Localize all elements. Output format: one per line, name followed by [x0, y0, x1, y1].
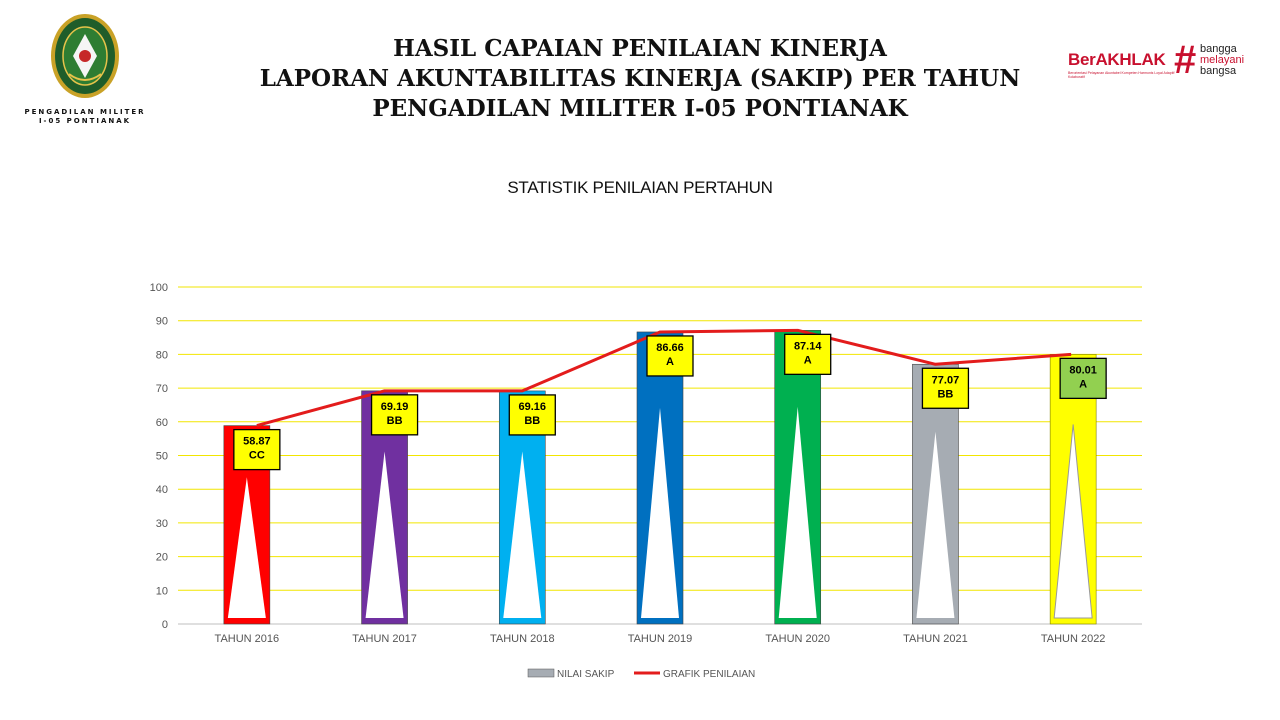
- data-label-grade: A: [804, 354, 812, 366]
- y-tick-label: 90: [156, 316, 168, 328]
- x-tick-label: TAHUN 2016: [215, 633, 280, 645]
- hash-icon: #: [1174, 38, 1197, 82]
- data-label-value: 86.66: [656, 342, 684, 354]
- data-label-box: [233, 428, 281, 471]
- y-tick-label: 60: [156, 417, 168, 429]
- y-tick-label: 0: [162, 619, 168, 631]
- data-label-value: 69.16: [519, 401, 547, 413]
- bar-pyramid-decoration: [916, 431, 955, 618]
- data-label-box: [921, 367, 970, 409]
- brand-tagline: Berorientasi Pelayanan Akuntabel Kompete…: [1068, 71, 1175, 79]
- y-tick-label: 50: [156, 451, 168, 463]
- data-label-value: 69.19: [381, 401, 409, 413]
- data-label-grade: BB: [937, 388, 953, 400]
- data-label-grade: BB: [387, 415, 403, 427]
- bar-pyramid-decoration: [1053, 424, 1093, 619]
- brand-name: BerAKHLAK: [1068, 50, 1166, 69]
- bar-pyramid-decoration: [778, 406, 817, 618]
- data-label-value: 77.07: [932, 374, 960, 386]
- line-series-grafik-penilaian: [256, 328, 1072, 428]
- brand-word-2: melayani: [1200, 54, 1245, 66]
- org-caption-line1: PENGADILAN MILITER: [24, 108, 146, 116]
- y-tick-label: 40: [156, 484, 168, 496]
- data-label-box: [1059, 357, 1107, 400]
- y-tick-label: 70: [156, 383, 168, 395]
- brand-word-1: bangga: [1200, 43, 1237, 55]
- berakhlak-logo: BerAKHLAK Berorientasi Pelayanan Akuntab…: [1068, 38, 1268, 88]
- data-label-value: 87.14: [794, 340, 822, 352]
- y-tick-label: 10: [156, 585, 168, 597]
- y-tick-label: 100: [150, 282, 168, 294]
- data-label-value: 58.87: [243, 436, 271, 448]
- data-label-grade: BB: [524, 415, 540, 427]
- x-tick-label: TAHUN 2018: [490, 633, 555, 645]
- data-label-box: [370, 394, 419, 436]
- bar-pyramid-decoration: [365, 451, 404, 618]
- bar-pyramid-decoration: [227, 477, 266, 618]
- legend-label-grafik-penilaian: GRAFIK PENILAIAN: [663, 669, 755, 680]
- x-tick-label: TAHUN 2017: [352, 633, 417, 645]
- data-label-box: [646, 335, 694, 377]
- chart-title: STATISTIK PENILAIAN PERTAHUN: [507, 178, 773, 197]
- brand-word-3: bangsa: [1200, 65, 1237, 77]
- title-line-3: PENGADILAN MILITER I-05 PONTIANAK: [372, 95, 908, 122]
- data-label-box: [784, 333, 832, 375]
- bar-pyramid-decoration: [503, 451, 542, 618]
- bar-pyramid-decoration: [641, 407, 679, 618]
- x-tick-label: TAHUN 2020: [765, 633, 830, 645]
- x-tick-label: TAHUN 2019: [628, 633, 693, 645]
- x-tick-label: TAHUN 2022: [1041, 633, 1106, 645]
- page-title: HASIL CAPAIAN PENILAIAN KINERJA LAPORAN …: [200, 34, 1080, 124]
- title-line-1: HASIL CAPAIAN PENILAIAN KINERJA: [393, 35, 887, 62]
- y-tick-label: 30: [156, 518, 168, 530]
- legend-label-nilai-sakip: NILAI SAKIP: [557, 669, 615, 680]
- data-label-box: [508, 394, 556, 436]
- data-label-grade: A: [1079, 378, 1087, 390]
- logo-block: PENGADILAN MILITER I-05 PONTIANAK: [20, 12, 150, 126]
- data-label-grade: CC: [249, 450, 265, 462]
- title-line-2: LAPORAN AKUNTABILITAS KINERJA (SAKIP) PE…: [259, 65, 1021, 92]
- legend-swatch-nilai-sakip: [527, 668, 555, 678]
- y-tick-label: 20: [156, 552, 168, 564]
- court-seal-icon: [51, 14, 119, 98]
- x-tick-label: TAHUN 2021: [903, 633, 968, 645]
- data-label-value: 80.01: [1069, 364, 1097, 376]
- org-caption-line2: I-05 PONTIANAK: [38, 117, 132, 125]
- data-label-grade: A: [666, 356, 674, 368]
- y-tick-label: 80: [156, 349, 168, 361]
